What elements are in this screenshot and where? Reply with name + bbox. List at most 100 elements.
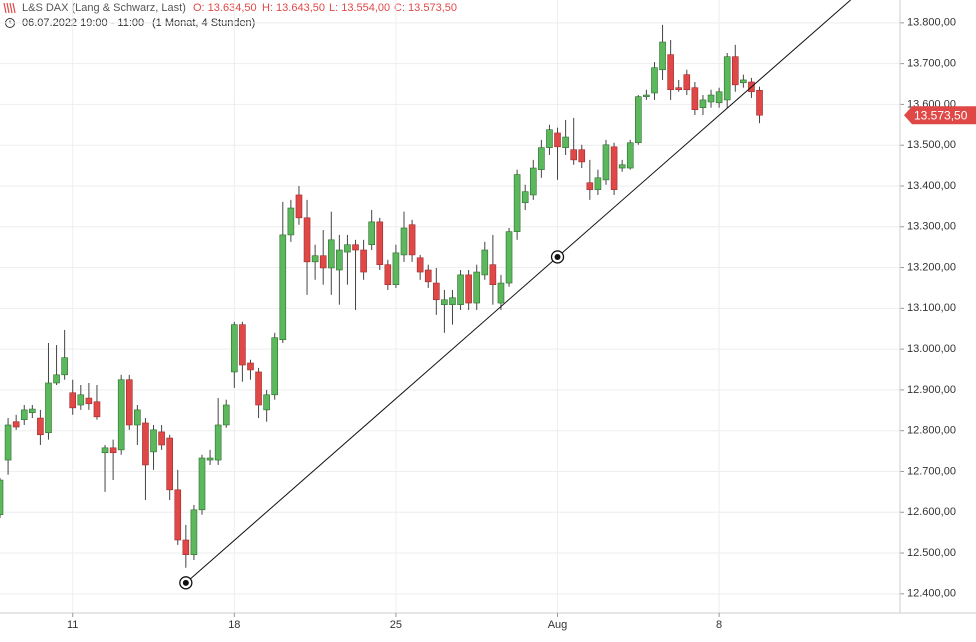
candle-body — [675, 87, 683, 91]
candle-body — [311, 255, 319, 263]
chart-title: L&S DAX (Lang & Schwarz, Last) — [22, 2, 186, 14]
candle-body — [352, 244, 359, 251]
candles — [0, 24, 763, 568]
y-tick-label: 13.500,00 — [907, 139, 956, 151]
trendline — [185, 0, 851, 584]
y-tick-label: 13.800,00 — [907, 17, 956, 29]
candle-body — [255, 371, 262, 406]
candle-body — [109, 447, 117, 454]
candle-body — [222, 404, 230, 426]
candle-body — [263, 394, 270, 411]
grid — [0, 0, 900, 613]
candle-body — [643, 94, 650, 97]
candle-body — [441, 299, 448, 305]
y-tick-label: 12.400,00 — [907, 588, 956, 600]
y-tick-label: 12.900,00 — [907, 384, 956, 396]
candle-body — [206, 457, 214, 461]
candle-body — [497, 282, 505, 304]
x-tick-label: 11 — [67, 619, 78, 631]
candle-body — [424, 269, 432, 283]
summary-high: H: 13.643,50 — [262, 2, 325, 14]
candle-body — [166, 437, 173, 491]
y-tick-label: 12.600,00 — [907, 506, 956, 518]
candle-body — [271, 337, 279, 396]
candle-body — [699, 99, 707, 108]
candle-body — [594, 177, 602, 190]
candle-body — [198, 457, 206, 511]
candle-body — [756, 90, 763, 116]
candle-body — [731, 56, 739, 86]
y-tick-label: 13.700,00 — [907, 58, 956, 70]
candle-body — [295, 194, 303, 219]
candle-body — [610, 146, 618, 190]
candle-body — [691, 87, 699, 111]
candle-body — [125, 379, 133, 426]
candle-body — [473, 271, 481, 304]
candle-body — [158, 431, 165, 446]
candle-body — [481, 249, 489, 276]
candle-body — [12, 421, 20, 428]
candle-body — [134, 409, 141, 426]
candle-body — [449, 297, 456, 305]
candle-body — [707, 94, 715, 103]
candle-body — [602, 144, 610, 181]
candle-body — [77, 394, 85, 406]
candle-body — [433, 282, 440, 301]
candle-body — [416, 257, 424, 273]
candle-body — [214, 424, 222, 461]
candle-body — [384, 264, 392, 285]
candle-body — [505, 231, 513, 284]
candle-body — [53, 374, 60, 384]
candle-body — [142, 422, 149, 466]
y-tick-label: 12.800,00 — [907, 425, 956, 437]
candle-body — [45, 382, 52, 434]
candle-body — [400, 227, 408, 256]
candle-body — [29, 408, 36, 414]
candle-body — [368, 221, 375, 246]
candle-body — [61, 357, 68, 376]
candle-body — [20, 409, 28, 420]
candle-body — [303, 217, 311, 263]
candle-body — [651, 67, 658, 94]
candle-body — [0, 479, 4, 516]
x-tick-label: 8 — [716, 619, 722, 631]
last-price-label: 13.573,50 — [914, 108, 968, 122]
candle-body — [336, 249, 343, 271]
candle-body — [376, 221, 384, 265]
anchor-dot — [554, 253, 561, 260]
candle-body — [4, 424, 12, 461]
last-price-badge — [904, 106, 976, 125]
candle-body — [554, 132, 561, 148]
candle-body — [715, 91, 723, 104]
candle-body — [578, 149, 586, 163]
y-tick-label: 13.300,00 — [907, 221, 956, 233]
summary-open: O: 13.634,50 — [193, 2, 257, 14]
candle-body — [513, 174, 521, 232]
candle-body — [683, 74, 691, 91]
candle-body — [37, 417, 44, 436]
summary-close: C: 13.573,50 — [394, 2, 457, 14]
candle-body — [150, 429, 157, 453]
candle-body — [626, 142, 634, 169]
candle-body — [182, 539, 190, 555]
candle-body — [538, 147, 545, 170]
candle-body — [319, 255, 327, 269]
candle-body — [723, 56, 731, 101]
candle-body — [327, 239, 335, 269]
summary-low: L: 13.554,00 — [329, 2, 390, 14]
candle-body — [457, 274, 464, 305]
trendline-anchor — [550, 250, 565, 264]
candle-body — [586, 182, 594, 190]
candle-body — [344, 244, 351, 253]
candle-body — [287, 207, 295, 236]
anchor-dot — [182, 579, 189, 586]
x-tick-label: 25 — [390, 619, 402, 631]
candle-body — [529, 167, 537, 196]
candle-body — [635, 96, 642, 144]
candle-body — [521, 191, 529, 204]
candle-body — [360, 249, 367, 273]
logo — [3, 2, 16, 14]
trendline-anchor — [179, 576, 193, 590]
candle-body — [659, 41, 666, 71]
